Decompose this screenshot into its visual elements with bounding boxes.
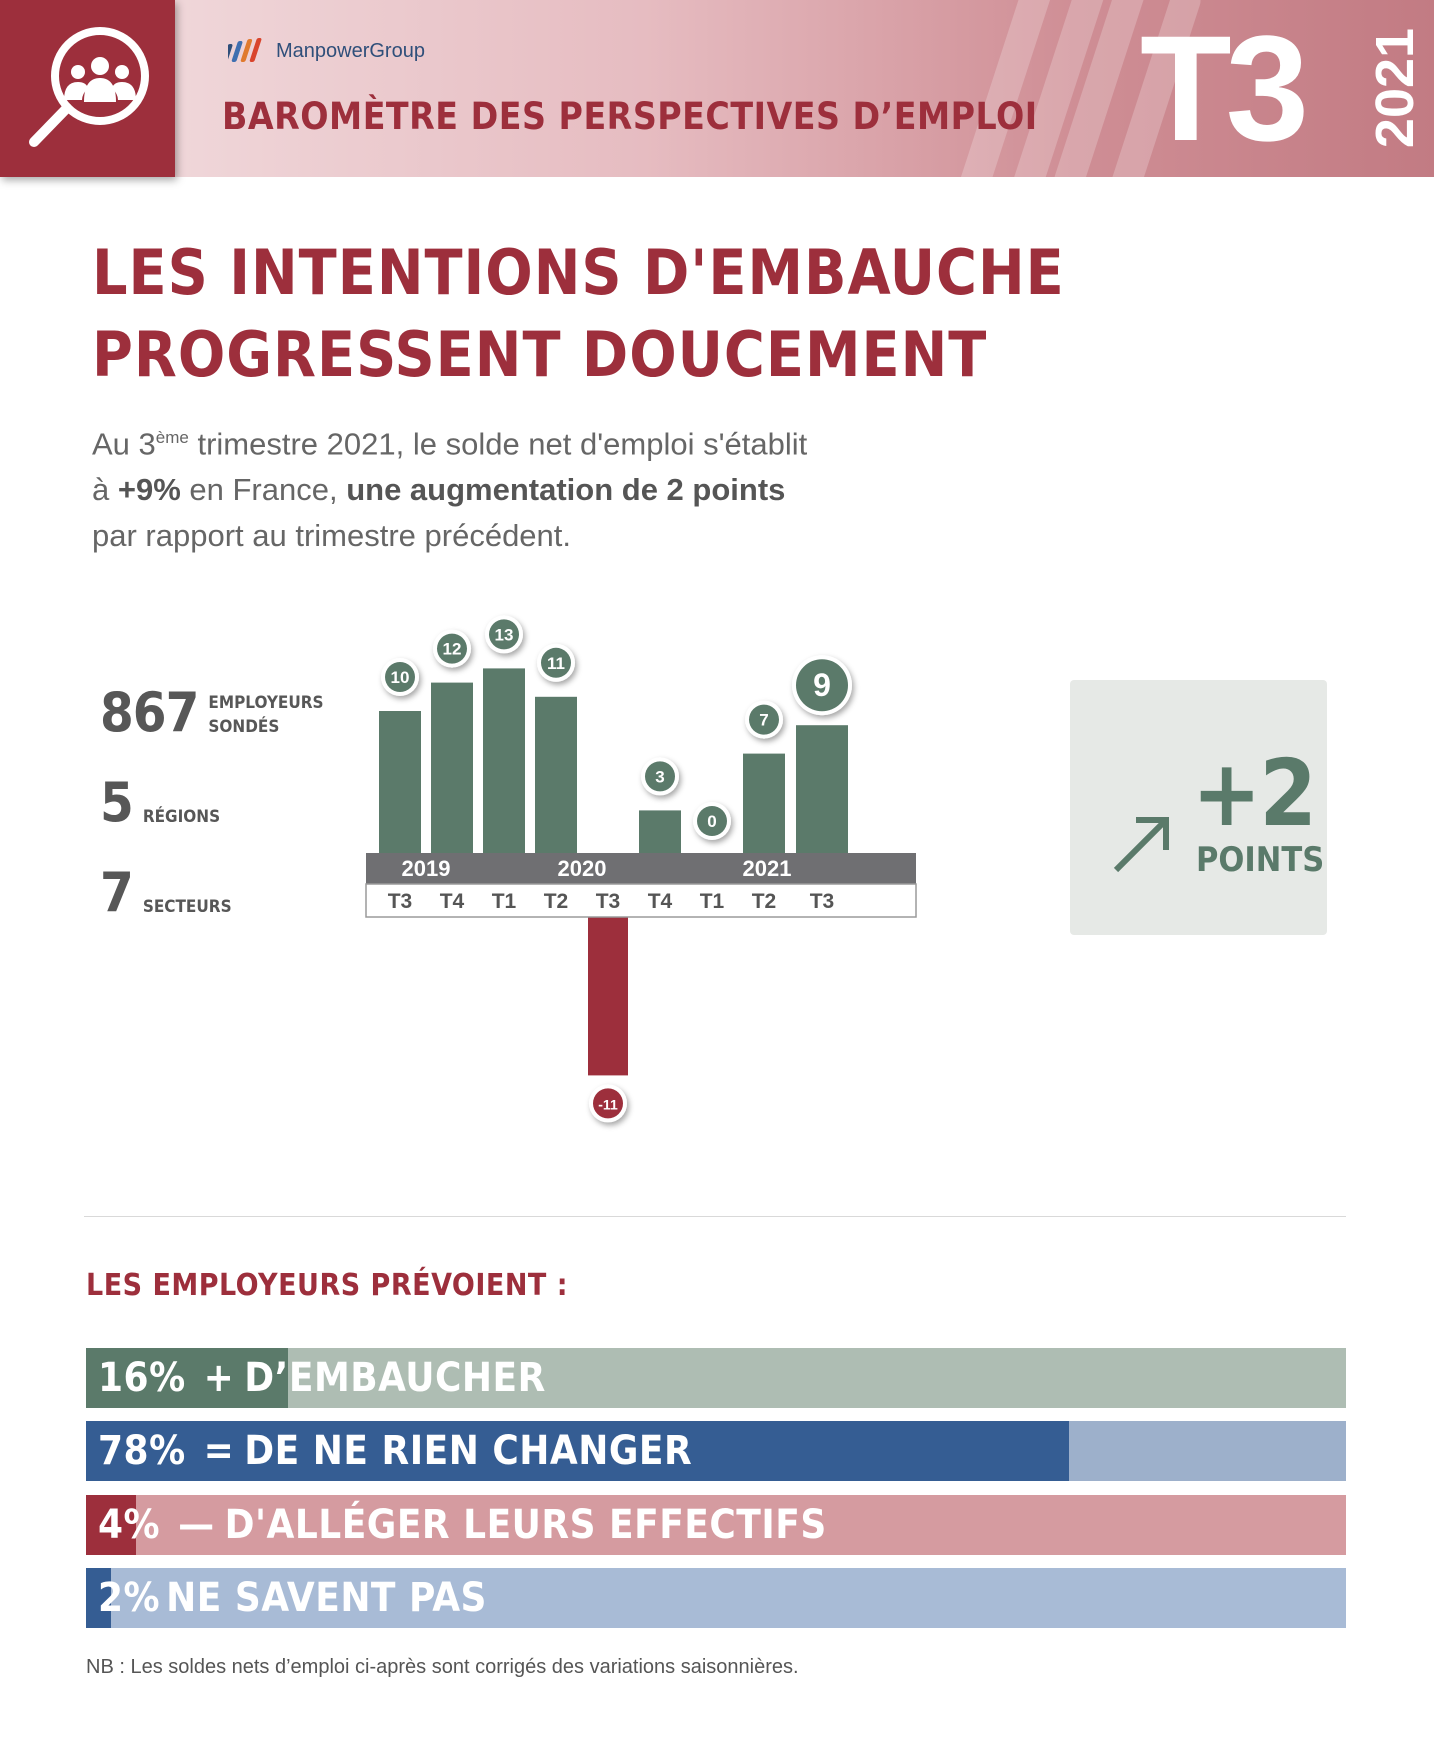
quarter-tick-label: T1 xyxy=(700,890,725,913)
quarter-tick-label: T3 xyxy=(596,890,621,913)
plan-bar-reduce: 4% — D'ALLÉGER LEURS EFFECTIFS xyxy=(86,1495,1346,1555)
intro-text: à xyxy=(92,472,118,508)
quarter-label: T3 xyxy=(1140,4,1309,172)
intro-paragraph: Au 3ème trimestre 2021, le solde net d'e… xyxy=(92,415,992,559)
year-tick-label: 2020 xyxy=(558,856,607,881)
stat-label: SECTEURS xyxy=(142,897,232,917)
quarter-tick-label: T1 xyxy=(492,890,517,913)
footnote: NB : Les soldes nets d’emploi ci-après s… xyxy=(86,1656,799,1678)
title-line-2: PROGRESSENT DOUCEMENT xyxy=(92,318,988,391)
header-title: BAROMÈTRE DES PERSPECTIVES D’EMPLOI xyxy=(222,95,1038,138)
data-label: 3 xyxy=(655,767,664,786)
data-label-dot xyxy=(437,633,467,664)
chart-bar xyxy=(535,696,577,853)
data-label-dot xyxy=(645,761,675,792)
arrow-up-right-icon xyxy=(1113,817,1169,873)
data-label-dot xyxy=(593,1088,623,1119)
quarter-tick-label: T3 xyxy=(810,890,835,913)
section-title: LES EMPLOYEURS PRÉVOIENT : xyxy=(86,1268,569,1303)
plan-label: NE SAVENT PAS xyxy=(166,1575,487,1621)
page-title: LES INTENTIONS D'EMBAUCHE PROGRESSENT DO… xyxy=(92,232,1065,396)
plan-bar-fill xyxy=(86,1568,112,1628)
plan-bar-fill xyxy=(86,1348,288,1408)
delta-value: +2 xyxy=(1192,740,1317,847)
data-label: 10 xyxy=(391,668,410,687)
plan-symbol: = xyxy=(203,1428,235,1474)
intro-bold: une augmentation de 2 points xyxy=(346,472,786,508)
quarter-tick-label: T4 xyxy=(648,890,673,913)
plan-bar-dont-know: 2% NE SAVENT PAS xyxy=(86,1568,1346,1628)
quarter-tick-label: T3 xyxy=(388,890,413,913)
year-label: 2021 xyxy=(1365,27,1425,149)
delta-box: +2 POINTS xyxy=(1070,680,1327,935)
stat-label: RÉGIONS xyxy=(142,807,221,827)
brand-logo: ManpowerGroup xyxy=(228,38,425,64)
stat-label: SONDÉS xyxy=(208,717,280,737)
plan-pct: 2% xyxy=(98,1575,161,1621)
manpower-logo-icon xyxy=(228,38,262,62)
brand-name: ManpowerGroup xyxy=(276,39,425,62)
stat-employers: 867 EMPLOYEURS SONDÉS xyxy=(100,685,324,741)
intro-text: par rapport au trimestre précédent. xyxy=(92,518,572,554)
stat-regions: 5 RÉGIONS xyxy=(100,775,220,831)
intro-text: en France, xyxy=(180,472,347,508)
intro-text: trimestre 2021, le solde net d'emploi s'… xyxy=(188,426,808,462)
delta-unit: POINTS xyxy=(1196,840,1325,880)
plan-label: DE NE RIEN CHANGER xyxy=(244,1428,693,1474)
magnifier-people-icon xyxy=(29,27,149,147)
year-tick-label: 2019 xyxy=(402,856,451,881)
logo-box xyxy=(0,0,175,177)
quarter-tick-label: T4 xyxy=(440,890,465,913)
data-label: 0 xyxy=(707,812,716,831)
intro-bold: +9% xyxy=(117,472,181,508)
chart-bar xyxy=(379,711,421,853)
plan-bar-fill xyxy=(86,1495,137,1555)
data-label-dot xyxy=(796,659,848,712)
stat-value: 5 xyxy=(100,771,134,834)
divider xyxy=(84,1216,1346,1217)
bar-chart: 2019 2020 2021 T3 T4 T1 T2 T3 T4 T1 T2 T3 10 12 13 11 -… xyxy=(365,615,917,1123)
chart-bar xyxy=(431,682,473,853)
chart-bar xyxy=(639,810,681,853)
data-label: -11 xyxy=(598,1096,618,1112)
data-label-dot xyxy=(385,662,415,692)
data-label: 9 xyxy=(813,667,831,703)
data-label-dot xyxy=(541,647,571,678)
plan-symbol: + xyxy=(203,1355,235,1401)
chart-bar xyxy=(588,917,628,1076)
intro-text: Au 3 xyxy=(92,426,156,462)
quarter-tick-label: T2 xyxy=(544,890,569,913)
stat-value: 867 xyxy=(100,681,199,744)
data-label: 13 xyxy=(495,625,514,644)
header-banner xyxy=(0,0,1434,177)
year-tick-label: 2021 xyxy=(743,856,792,881)
plan-pct: 16% xyxy=(98,1355,186,1401)
intro-sup: ème xyxy=(155,428,189,447)
plan-bar-no-change: 78% = DE NE RIEN CHANGER xyxy=(86,1421,1346,1481)
stat-sectors: 7 SECTEURS xyxy=(100,865,232,921)
stat-value: 7 xyxy=(100,861,134,924)
plan-label: D'ALLÉGER LEURS EFFECTIFS xyxy=(224,1502,827,1548)
chart-bar xyxy=(743,753,785,853)
quarter-tick-label: T2 xyxy=(752,890,777,913)
title-line-1: LES INTENTIONS D'EMBAUCHE xyxy=(92,236,1065,309)
plan-label: D’EMBAUCHER xyxy=(244,1355,546,1401)
data-label-dot xyxy=(749,704,779,735)
quarter-band xyxy=(365,883,917,918)
chart-bar xyxy=(796,725,848,853)
plan-bar-hire: 16% + D’EMBAUCHER xyxy=(86,1348,1346,1408)
plan-bar-fill xyxy=(86,1421,1069,1481)
data-label-dot xyxy=(489,619,519,650)
plan-pct: 78% xyxy=(98,1428,186,1474)
year-band xyxy=(366,853,916,884)
plan-pct: 4% xyxy=(98,1502,161,1548)
data-label-dot xyxy=(697,806,727,836)
data-label: 12 xyxy=(443,640,462,659)
plan-symbol: — xyxy=(178,1502,215,1548)
data-label: 7 xyxy=(759,711,768,730)
stat-label: EMPLOYEURS xyxy=(208,693,324,713)
chart-bar xyxy=(483,668,525,853)
data-label: 11 xyxy=(547,654,565,673)
